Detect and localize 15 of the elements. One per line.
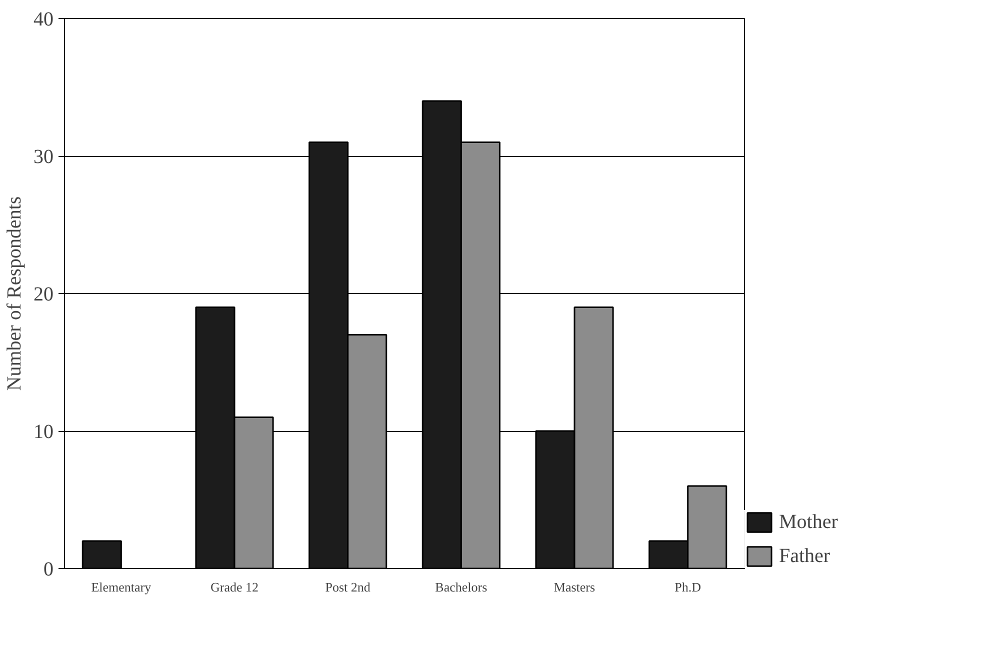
x-tick-label: Grade 12 (210, 580, 259, 594)
legend-label: Father (779, 544, 830, 568)
y-tick-label: 10 (34, 421, 54, 443)
x-tick-label: Elementary (91, 580, 152, 594)
y-tick-label: 40 (34, 8, 54, 30)
x-tick-label: Masters (554, 580, 596, 594)
y-axis-title: Number of Respondents (4, 196, 26, 391)
y-tick-label: 20 (34, 284, 54, 306)
x-tick-label: Post 2nd (325, 580, 371, 594)
y-tick-label: 30 (34, 146, 54, 168)
bar (82, 540, 122, 568)
x-tick-label: Bachelors (435, 580, 488, 594)
legend-label: Mother (779, 510, 838, 534)
x-tick-label: Ph.D (674, 580, 702, 594)
y-tick-label: 0 (44, 558, 54, 580)
